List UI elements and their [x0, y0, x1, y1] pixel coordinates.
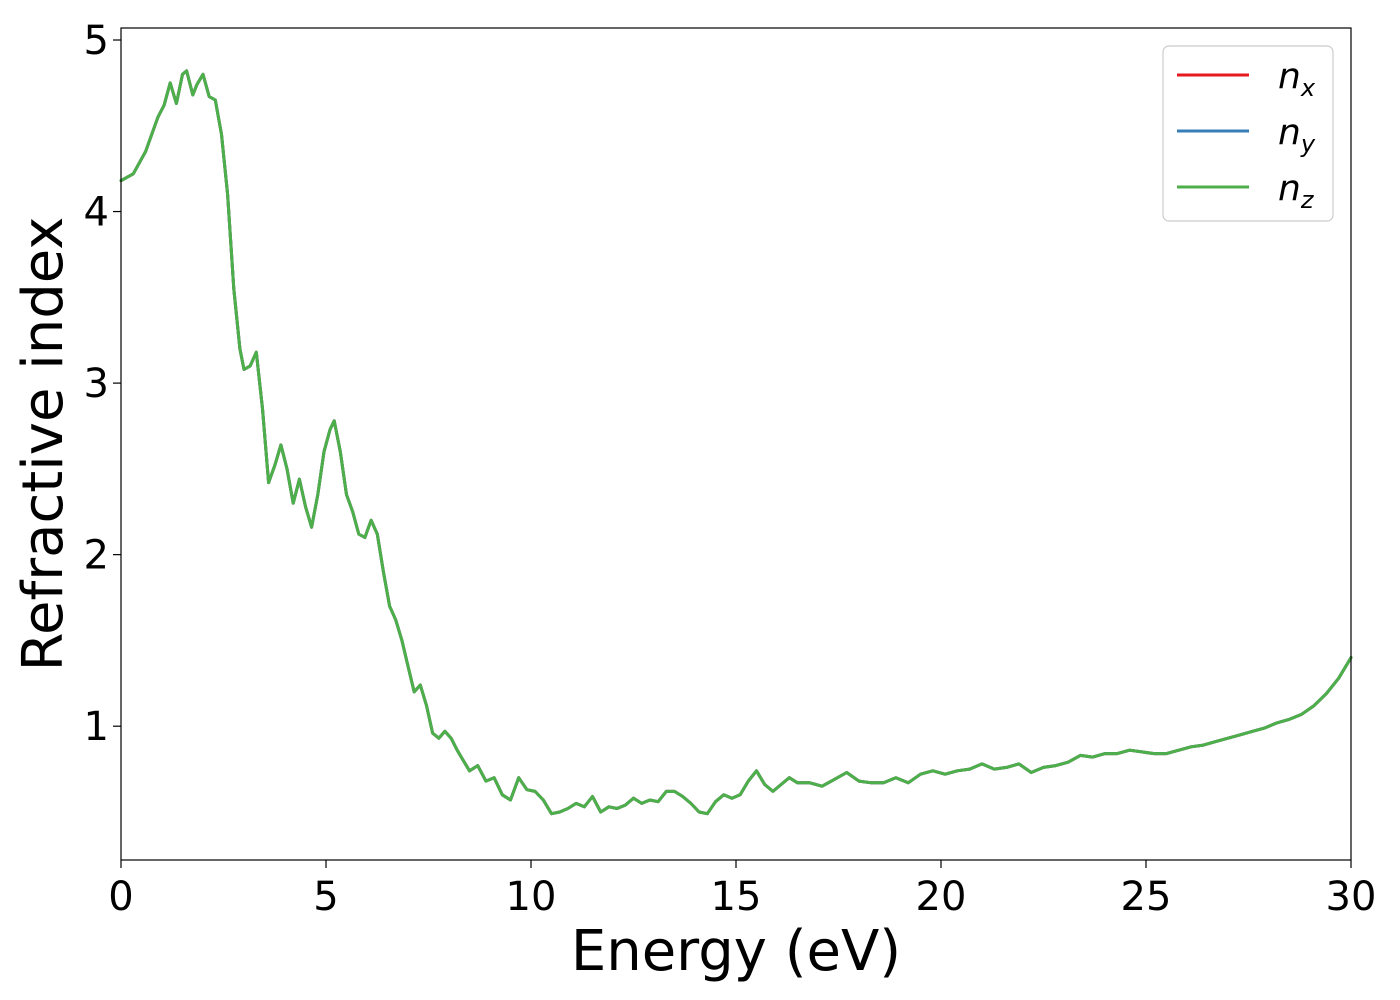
- x-tick-label: 5: [313, 874, 338, 920]
- legend-label-nx: nx: [1278, 56, 1316, 102]
- x-tick-label: 20: [916, 874, 967, 920]
- legend: nx ny nz: [1162, 45, 1334, 222]
- x-tick-label: 30: [1326, 874, 1377, 920]
- y-tick-label: 4: [84, 190, 109, 236]
- legend-box: [1162, 45, 1334, 222]
- x-tick-label: 25: [1121, 874, 1172, 920]
- x-tick-label: 15: [711, 874, 762, 920]
- y-tick-label: 2: [84, 533, 109, 579]
- x-tick-label: 0: [108, 874, 133, 920]
- y-tick-label: 5: [84, 18, 109, 64]
- x-axis-title: Energy (eV): [571, 919, 901, 984]
- y-axis: 1 2 3 4 5: [84, 18, 121, 750]
- x-axis: 0 5 10 15 20 25 30: [108, 860, 1376, 920]
- y-tick-label: 1: [84, 704, 109, 750]
- x-tick-label: 10: [506, 874, 557, 920]
- legend-label-ny: ny: [1278, 112, 1316, 158]
- series-line-nz: [119, 69, 1353, 816]
- series-lines: [119, 69, 1353, 816]
- legend-label-nz: nz: [1278, 168, 1315, 214]
- y-tick-label: 3: [84, 361, 109, 407]
- y-axis-title: Refractive index: [11, 217, 76, 672]
